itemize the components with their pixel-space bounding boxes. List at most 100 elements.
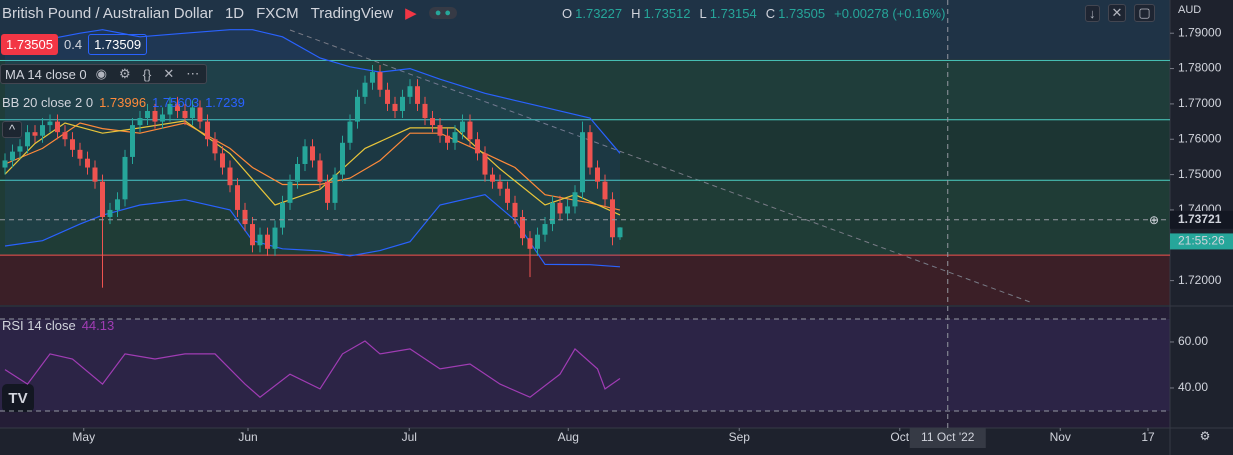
crosshair-date-box (909, 428, 986, 448)
close-icon[interactable]: ✕ (163, 66, 175, 81)
rsi-tick-label: 60.00 (1178, 334, 1208, 348)
header: British Pound / Australian Dollar 1D FXC… (2, 4, 458, 22)
ma-line (4, 120, 621, 216)
bb-upper (4, 29, 621, 154)
candle-body (460, 121, 466, 133)
candle-body (400, 96, 406, 111)
settings-icon[interactable]: ⚙ (1200, 429, 1211, 443)
y-tick-label: 1.75000 (1178, 167, 1222, 181)
eye-icon[interactable]: ◉ (95, 66, 107, 81)
candle-body (40, 125, 46, 136)
candle-body (70, 139, 76, 150)
candle-body (287, 181, 293, 203)
zone (0, 180, 1170, 256)
ohlc-label: H (631, 6, 641, 21)
scroll-button[interactable]: ↓ (1085, 4, 1100, 22)
logo: TV (2, 384, 34, 412)
ohlc-value: 1.73154 (709, 6, 757, 21)
candle-body (422, 103, 428, 119)
candle-body (175, 103, 181, 111)
candle-body (347, 121, 353, 143)
candle-body (85, 158, 91, 168)
y-tick-label: 1.76000 (1178, 131, 1222, 145)
x-tick-label: 17 (1141, 430, 1155, 444)
candle-body (512, 202, 518, 217)
candle-body (122, 156, 128, 200)
candle-body (587, 132, 593, 168)
y-tick-label: 1.72000 (1178, 273, 1222, 287)
candle-body (220, 153, 226, 168)
candle-body (182, 110, 188, 119)
rsi-legend: RSI 14 close 44.13 (2, 318, 114, 333)
currency-label: AUD (1178, 4, 1202, 16)
code-icon[interactable]: {} (142, 66, 152, 82)
sell-button[interactable]: 1.73505 (1, 34, 58, 55)
candle-body (302, 146, 308, 164)
candle-body (137, 118, 143, 126)
candle-body (250, 224, 256, 246)
candle-body (55, 121, 61, 133)
ma-label: MA 14 close 0 (5, 66, 87, 82)
more-icon[interactable]: ⋯ (186, 66, 200, 81)
candle-body (527, 238, 533, 249)
candle-body (310, 146, 316, 161)
candle-body (242, 209, 248, 225)
toggle[interactable]: ● ● (428, 7, 458, 19)
bb-upper-value: 1.75603 (152, 95, 200, 110)
candle-body (475, 139, 481, 154)
x-tick-label: May (72, 430, 95, 444)
candle-body (212, 139, 218, 154)
candle-body (415, 86, 421, 104)
rsi-label: RSI 14 close (2, 318, 76, 333)
candle-body (227, 167, 233, 186)
symbol[interactable]: British Pound / Australian Dollar (2, 4, 213, 22)
candle-body (115, 199, 121, 210)
collapse-legend[interactable]: ^ (2, 121, 23, 138)
buy-button[interactable]: 1.73509 (88, 34, 148, 55)
candle-body (362, 82, 368, 97)
candle-body (92, 167, 98, 182)
countdown: 21:55:26 (1178, 234, 1225, 248)
candle-body (520, 216, 526, 239)
ohlc-value: 1.73512 (643, 6, 691, 21)
x-tick-label: Nov (1050, 430, 1071, 444)
candle-body (572, 192, 578, 207)
y-tick-label: 1.78000 (1178, 61, 1222, 75)
candle-body (392, 103, 398, 111)
crosshair-plus: ⊕ (1149, 213, 1159, 227)
candle-body (107, 209, 113, 217)
crosshair-date: 11 Oct '22 (921, 430, 975, 444)
x-tick-label: Jun (238, 430, 257, 444)
maximize-button[interactable]: ▢ (1134, 4, 1155, 22)
candle-body (145, 110, 151, 119)
candle-body (505, 188, 511, 203)
spread: 0.4 (64, 37, 83, 52)
candle-body (190, 107, 196, 119)
candle-body (197, 107, 203, 122)
candle-body (430, 118, 436, 126)
candle-body (377, 72, 383, 90)
rsi-band (0, 318, 1170, 411)
rsi-tick-label: 40.00 (1178, 380, 1208, 394)
interval[interactable]: 1D (224, 4, 245, 22)
candle-body (47, 121, 53, 126)
candle-body (62, 132, 68, 140)
candle-body (265, 234, 271, 249)
collapse-button[interactable]: ✕ (1107, 4, 1127, 22)
ohlc-value: 1.73505 (778, 6, 826, 21)
flag[interactable]: ▶ (405, 5, 417, 22)
candle-body (10, 151, 16, 161)
candle-body (565, 206, 571, 214)
crosshair-price: 1.73721 (1178, 212, 1222, 226)
candle-body (580, 132, 586, 193)
svg-text:TV: TV (8, 390, 27, 407)
candle-body (167, 103, 173, 115)
candle-body (2, 160, 8, 168)
gear-icon[interactable]: ⚙ (119, 66, 131, 81)
rsi-value: 44.13 (81, 318, 115, 333)
y-tick-label: 1.79000 (1178, 25, 1222, 39)
candle-body (280, 202, 286, 228)
candle-body (77, 149, 83, 159)
